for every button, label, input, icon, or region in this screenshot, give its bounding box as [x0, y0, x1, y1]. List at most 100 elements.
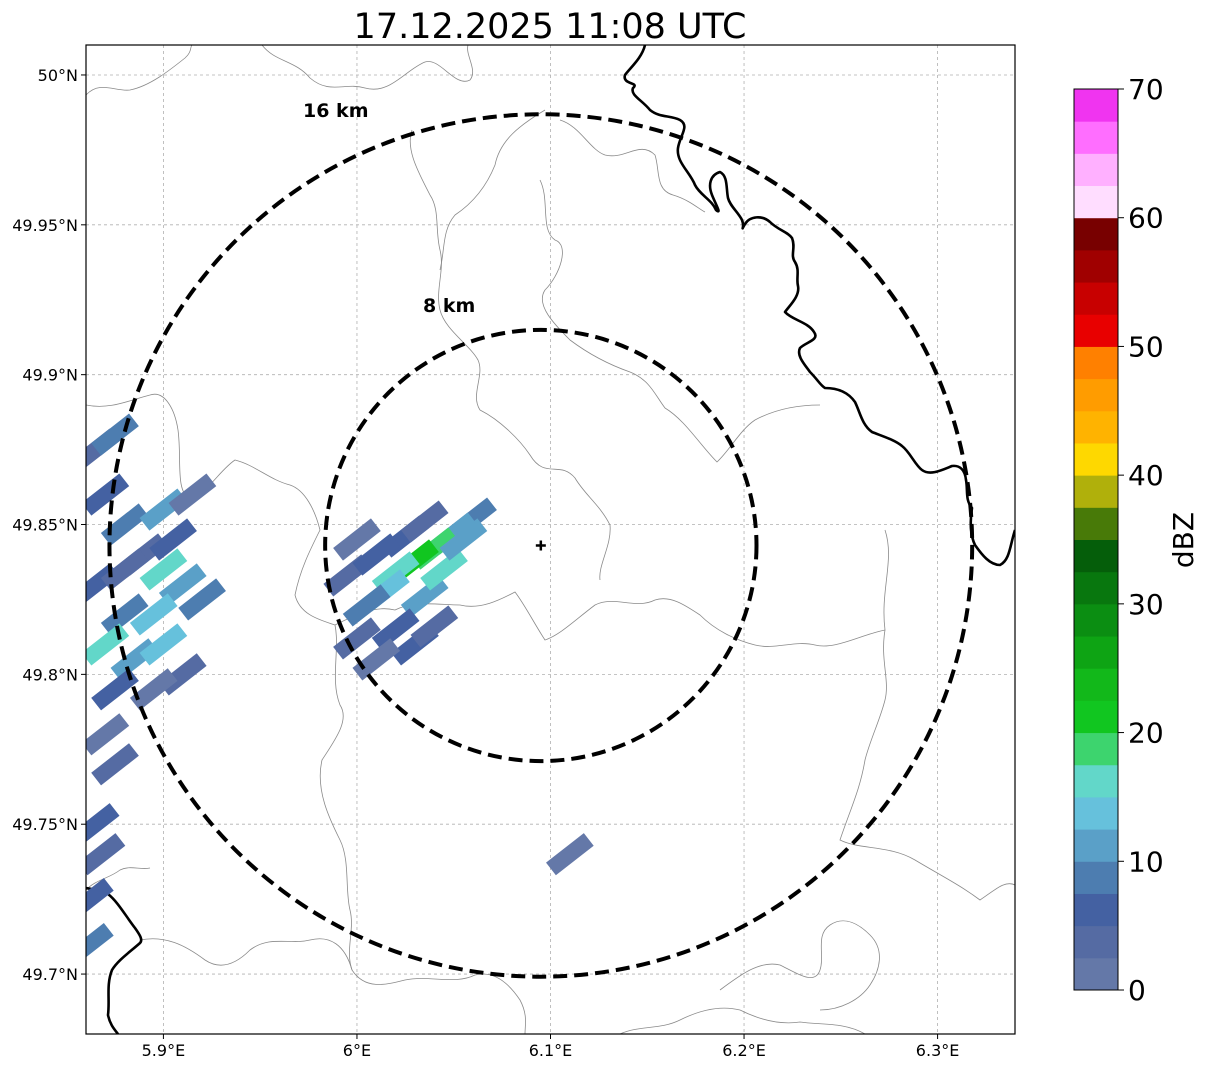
y-tick-label: 49.95°N [12, 216, 78, 235]
colorbar-segment [1074, 829, 1118, 862]
echo-cell [91, 743, 139, 786]
chart-title: 17.12.2025 11:08 UTC [354, 7, 747, 47]
border-south-river [139, 938, 353, 971]
echo-cell [410, 605, 459, 648]
colorbar-segment [1074, 249, 1118, 283]
echo-cell [129, 668, 178, 711]
radar-echoes [86, 413, 594, 966]
x-tick-label: 6.2°E [722, 1041, 766, 1060]
range-ring [323, 327, 759, 764]
echo-cell [400, 575, 449, 618]
echo-cell [86, 833, 126, 876]
colorbar-segment [1074, 764, 1118, 798]
colorbar-segment [1074, 732, 1118, 766]
border-west-edge [86, 867, 151, 891]
echo-cell [100, 503, 149, 546]
range-ring [107, 112, 975, 979]
colorbar-tick-label: 0 [1128, 974, 1146, 1007]
colorbar-tick-label: 60 [1128, 202, 1164, 235]
colorbar-segment [1074, 282, 1118, 315]
colorbar-segment [1074, 153, 1118, 187]
echo-cell [129, 593, 178, 636]
border-west-mid [86, 393, 336, 626]
y-tick-label: 49.85°N [12, 516, 78, 535]
colorbar-segment [1074, 378, 1118, 412]
echo-cell [91, 668, 139, 711]
echo-cell [86, 803, 120, 846]
colorbar-segment [1074, 636, 1118, 669]
echo-cell [100, 548, 149, 591]
echo-cell [86, 878, 114, 921]
colorbar-segment [1074, 314, 1118, 347]
x-tick-label: 6.1°E [529, 1041, 573, 1060]
border-east-south [839, 529, 1015, 901]
x-tick-label: 5.9°E [142, 1041, 186, 1060]
echo-cell [546, 833, 594, 876]
colorbar: 0 10 20 30 40 50 60 70 [1073, 73, 1164, 1007]
colorbar-segment [1074, 571, 1118, 605]
colorbar-tick-label: 10 [1128, 845, 1164, 878]
colorbar-label: dBZ [1167, 512, 1200, 568]
colorbar-segment [1074, 700, 1118, 734]
echo-cell [100, 593, 149, 636]
echo-cell [333, 518, 381, 561]
echo-cell [139, 623, 188, 666]
range-ring-labels: 16 km 8 km [303, 100, 475, 317]
colorbar-tick-label: 30 [1128, 588, 1164, 621]
y-tick-label: 50°N [38, 66, 78, 85]
colorbar-segment [1074, 507, 1118, 540]
echo-cell [333, 617, 381, 660]
echo-cell [158, 563, 207, 606]
echo-cell [86, 713, 130, 756]
colorbar-segment [1074, 185, 1118, 219]
echo-cell [86, 473, 130, 516]
border-south-east [619, 1007, 866, 1034]
radar-site-marker [535, 540, 546, 551]
border-south-loop [719, 920, 880, 1011]
y-tick-label: 49.8°N [22, 665, 78, 684]
colorbar-segment [1074, 925, 1118, 959]
ring-label-16km: 16 km [303, 100, 369, 122]
colorbar-segment [1074, 475, 1118, 508]
colorbar-segment [1074, 603, 1118, 637]
echo-cell [168, 473, 217, 516]
ring-label-8km: 8 km [423, 295, 475, 317]
y-tick-label: 49.75°N [12, 815, 78, 834]
border-north-east [439, 109, 546, 271]
colorbar-frame [1073, 88, 1119, 991]
echo-cell [178, 578, 226, 621]
colorbar-segment [1074, 668, 1118, 701]
colorbar-tick-label: 20 [1128, 717, 1164, 750]
echo-cell [400, 500, 449, 543]
colorbar-segment [1074, 410, 1118, 444]
echo-cell [139, 548, 188, 591]
range-rings [107, 112, 975, 979]
echo-cell [86, 923, 114, 966]
y-tick-label: 49.7°N [22, 965, 78, 984]
echo-cell [352, 533, 401, 576]
colorbar-segment [1074, 346, 1118, 380]
echo-cell [149, 518, 197, 561]
colorbar-tick-label: 40 [1128, 459, 1164, 492]
border-north-west [86, 45, 193, 96]
colorbar-segment [1074, 442, 1118, 476]
colorbar-tick-label: 70 [1128, 73, 1164, 106]
colorbar-segment [1074, 217, 1118, 251]
colorbar-segment [1074, 796, 1118, 830]
y-tick-label: 49.9°N [22, 366, 78, 385]
echo-cell [352, 638, 401, 681]
echo-cell [342, 584, 391, 627]
echo-cell [420, 548, 468, 591]
echo-cell [371, 608, 420, 651]
colorbar-segment [1074, 539, 1118, 573]
x-axis-ticks: 5.9°E 6°E 6.1°E 6.2°E 6.3°E [142, 1034, 960, 1060]
country-border-east [623, 45, 1015, 567]
border-south-central [334, 591, 886, 647]
border-river-valley [409, 129, 611, 581]
colorbar-segment [1074, 121, 1118, 154]
colorbar-tick-label: 50 [1128, 330, 1164, 363]
x-tick-label: 6.3°E [916, 1041, 960, 1060]
x-tick-label: 6°E [343, 1041, 371, 1060]
colorbar-segment [1074, 957, 1118, 991]
